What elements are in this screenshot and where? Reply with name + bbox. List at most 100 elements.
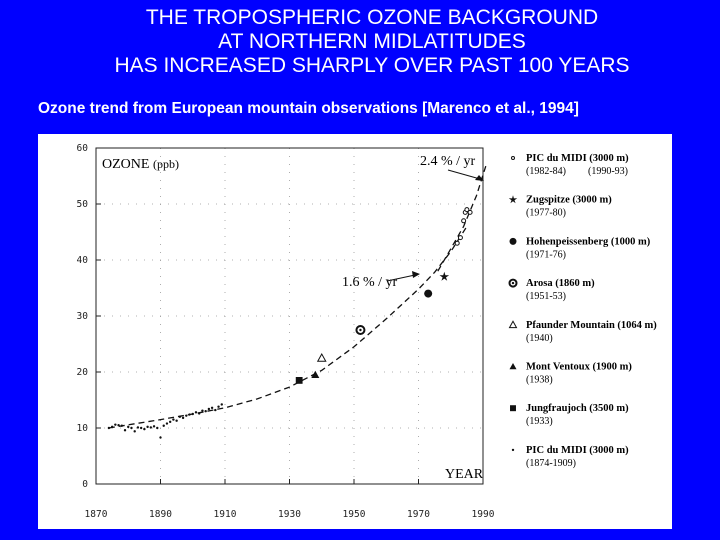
legend-label: Mont Ventoux (1900 m) bbox=[526, 362, 632, 373]
legend-label: Hohenpeissenberg (1000 m) bbox=[526, 236, 651, 247]
legend-label: Zugspitze (3000 m) bbox=[526, 195, 612, 206]
chart-grid bbox=[95, 147, 484, 485]
marker-dot bbox=[178, 415, 182, 418]
annotation-arrowhead bbox=[412, 271, 420, 278]
marker-dot bbox=[511, 448, 515, 452]
legend-period: (1874-1909) bbox=[526, 458, 576, 469]
marker-star bbox=[508, 195, 518, 204]
marker-dot bbox=[156, 426, 159, 430]
marker-center bbox=[511, 281, 515, 285]
marker-open-circle bbox=[454, 240, 460, 246]
marker-dot bbox=[127, 425, 130, 429]
legend-period: (1990-93) bbox=[588, 166, 628, 177]
marker-open-circle bbox=[464, 207, 470, 213]
marker-dot bbox=[207, 407, 211, 411]
marker-dot bbox=[191, 412, 194, 416]
marker-dot bbox=[110, 425, 114, 429]
y-tick-label: 40 bbox=[77, 255, 89, 266]
marker-dot bbox=[210, 406, 214, 410]
trend-curve bbox=[108, 226, 468, 429]
legend-item: PIC du MIDI (3000 m) (1874-1909) bbox=[511, 445, 629, 469]
marker-dot bbox=[172, 418, 175, 421]
marker-dot bbox=[114, 423, 117, 426]
marker-filled-square bbox=[295, 377, 303, 384]
legend-item: Zugspitze (3000 m) (1977-80) bbox=[508, 195, 612, 219]
marker-dot bbox=[162, 424, 165, 427]
marker-open-circle bbox=[461, 218, 467, 224]
title-line-2: AT NORTHERN MIDLATITUDES bbox=[218, 30, 526, 53]
y-tick-label: 30 bbox=[77, 311, 89, 322]
marker-dot bbox=[139, 426, 143, 430]
slide-title: THE TROPOSPHERIC OZONE BACKGROUND AT NOR… bbox=[0, 6, 720, 78]
marker-dot bbox=[188, 413, 191, 416]
slide-subtitle: Ozone trend from European mountain obser… bbox=[38, 100, 579, 117]
legend-period: (1940) bbox=[526, 333, 553, 344]
marker-dot bbox=[117, 424, 120, 427]
marker-filled-circle bbox=[424, 289, 433, 298]
legend-item: Hohenpeissenberg (1000 m) (1971-76) bbox=[509, 236, 651, 260]
legend-period: (1938) bbox=[526, 375, 553, 386]
marker-dot bbox=[220, 403, 223, 406]
legend-item: Pfaunder Mountain (1064 m) (1940) bbox=[508, 320, 657, 344]
legend-period: (1982-84) bbox=[526, 166, 566, 177]
x-axis-title: YEAR bbox=[445, 467, 484, 482]
x-tick-label: 1950 bbox=[343, 509, 366, 520]
annotation-arrowhead bbox=[475, 175, 484, 181]
marker-dot bbox=[217, 405, 220, 408]
legend-period: (1977-80) bbox=[526, 208, 566, 219]
x-tick-label: 1890 bbox=[149, 509, 172, 520]
marker-circle-cross bbox=[508, 278, 518, 288]
legend-label: PIC du MIDI (3000 m) bbox=[526, 153, 629, 164]
marker-dot bbox=[204, 410, 207, 413]
ozone-trend-chart: 0 10 20 30 40 50 60 1870 1890 1910 1930 1950 1970 199… bbox=[38, 134, 672, 529]
legend-label: Arosa (1860 m) bbox=[526, 278, 595, 289]
marker-dot bbox=[168, 420, 172, 424]
chart-labels: OZONE (ppb) YEAR 2.4 % / yr 1.6 % / yr bbox=[102, 154, 484, 482]
marker-dot bbox=[185, 414, 188, 417]
marker-dot bbox=[146, 425, 149, 429]
annotation-arrow bbox=[386, 274, 416, 282]
legend-period: (1933) bbox=[526, 416, 553, 427]
x-tick-label: 1990 bbox=[472, 509, 495, 520]
marker-dot bbox=[201, 409, 204, 412]
marker-dot bbox=[198, 412, 201, 415]
marker-open-circle bbox=[467, 209, 473, 215]
title-line-3: HAS INCREASED SHARPLY OVER PAST 100 YEAR… bbox=[114, 54, 630, 77]
annotation-arrow bbox=[447, 169, 481, 180]
y-tick-label: 20 bbox=[77, 367, 89, 378]
legend-item: Mont Ventoux (1900 m) (1938) bbox=[509, 362, 632, 386]
marker-filled-triangle bbox=[311, 370, 320, 378]
marker-open-circle bbox=[457, 235, 463, 241]
legend-item: Arosa (1860 m) (1951-53) bbox=[508, 278, 595, 302]
y-tick-label: 0 bbox=[82, 479, 88, 490]
y-axis-title: OZONE bbox=[102, 157, 149, 172]
trend-curve bbox=[437, 164, 487, 272]
marker-dot bbox=[165, 422, 169, 425]
marker-filled-circle bbox=[509, 237, 517, 245]
legend-label: Pfaunder Mountain (1064 m) bbox=[526, 320, 657, 331]
marker-dot bbox=[136, 426, 140, 429]
marker-circle-cross bbox=[355, 325, 366, 335]
legend-period: (1971-76) bbox=[526, 249, 566, 260]
legend-label: Jungfraujoch (3500 m) bbox=[526, 403, 629, 414]
marker-dot bbox=[159, 436, 162, 439]
y-tick-label: 50 bbox=[77, 199, 89, 210]
marker-center bbox=[359, 328, 362, 332]
chart-legend: PIC du MIDI (3000 m) (1982-84) (1990-93) Zu… bbox=[508, 153, 657, 469]
legend-item: PIC du MIDI (3000 m) (1982-84) (1990-93) bbox=[511, 153, 629, 177]
x-tick-label: 1870 bbox=[85, 509, 108, 520]
legend-label: PIC du MIDI (3000 m) bbox=[526, 445, 629, 456]
marker-open-circle bbox=[511, 156, 515, 160]
marker-filled-square bbox=[510, 405, 516, 412]
marker-dot bbox=[120, 424, 124, 427]
annotation-1-6-percent: 1.6 % / yr bbox=[342, 275, 398, 290]
chart-axes: 0 10 20 30 40 50 60 1870 1890 1910 1930 1950 1970 199… bbox=[77, 143, 495, 520]
x-tick-label: 1910 bbox=[214, 509, 237, 520]
marker-dot bbox=[123, 429, 127, 432]
marker-dot bbox=[149, 426, 153, 429]
marker-filled-triangle bbox=[509, 363, 517, 370]
marker-dot bbox=[143, 427, 146, 431]
marker-dot bbox=[181, 416, 185, 420]
marker-dot bbox=[214, 408, 217, 412]
marker-dot bbox=[194, 411, 198, 414]
